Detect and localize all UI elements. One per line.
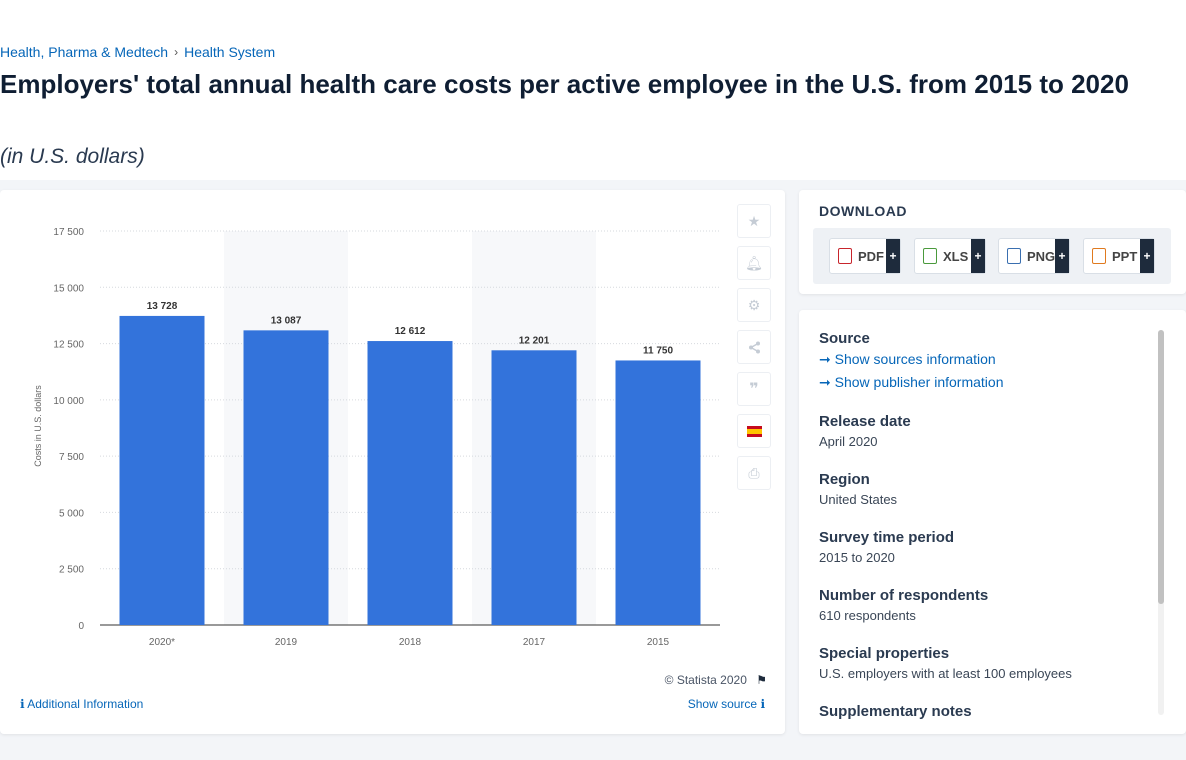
survey-period-value: 2015 to 2020	[819, 550, 895, 565]
xls-file-icon	[923, 248, 937, 264]
chart-card: 0 2 500 5 000 7 500 10 000 12 500 15 000 17 500…	[0, 190, 785, 734]
bar	[243, 330, 329, 625]
breadcrumb: Health, Pharma & Medtech › Health System	[0, 44, 275, 60]
supplementary-notes-heading: Supplementary notes	[819, 703, 972, 720]
plus-icon: +	[886, 239, 900, 273]
special-properties-value: U.S. employers with at least 100 employe…	[819, 666, 1072, 681]
special-properties-heading: Special properties	[819, 645, 950, 662]
download-pdf-label: PDF	[858, 248, 884, 264]
additional-information-link[interactable]: ℹ Additional Information	[20, 697, 143, 711]
breadcrumb-item-health-pharma[interactable]: Health, Pharma & Medtech	[0, 44, 169, 60]
ppt-file-icon	[1092, 248, 1106, 264]
bar-chart: 0 2 500 5 000 7 500 10 000 12 500 15 000 17 500…	[33, 227, 720, 648]
pdf-file-icon	[838, 248, 852, 264]
download-ppt-button[interactable]: PPT +	[1083, 238, 1155, 274]
bar	[119, 315, 205, 625]
y-tick-label: 17 500	[53, 227, 84, 238]
y-tick-label: 7 500	[59, 452, 84, 463]
show-publisher-label: Show publisher information	[834, 374, 1004, 390]
page-subtitle: (in U.S. dollars)	[0, 145, 145, 168]
x-tick-label: 2019	[275, 637, 298, 648]
y-tick-label: 2 500	[59, 565, 84, 576]
statistic-info-card: Source ➞ Show sources information ➞ Show…	[799, 310, 1186, 734]
download-xls-label: XLS	[943, 248, 969, 264]
region-heading: Region	[819, 471, 870, 488]
quote-icon[interactable]: ❞	[737, 372, 771, 406]
copyright-text: © Statista 2020	[664, 673, 747, 687]
y-tick-label: 15 000	[53, 283, 84, 294]
download-title: DOWNLOAD	[819, 203, 907, 219]
png-file-icon	[1007, 248, 1021, 264]
release-date-heading: Release date	[819, 413, 911, 430]
star-icon[interactable]: ★	[737, 204, 771, 238]
flag-icon[interactable]: ⚑	[756, 673, 767, 687]
show-sources-link[interactable]: ➞ Show sources information	[819, 351, 1149, 368]
show-source-label: Show source	[687, 697, 758, 711]
y-tick-label: 10 000	[53, 396, 84, 407]
y-tick-label: 12 500	[53, 340, 84, 351]
x-tick-label: 2020*	[149, 637, 175, 648]
arrow-right-icon: ➞	[819, 351, 831, 367]
show-publisher-link[interactable]: ➞ Show publisher information	[819, 374, 1149, 391]
data-label: 13 087	[271, 315, 302, 326]
respondents-heading: Number of respondents	[819, 587, 989, 604]
source-heading: Source	[819, 330, 870, 347]
bell-icon[interactable]: 🔔︎	[737, 246, 771, 280]
page-title: Employers' total annual health care cost…	[0, 69, 1129, 99]
bar	[615, 360, 701, 625]
download-card: DOWNLOAD PDF + XLS + PNG + PPT +	[799, 190, 1186, 294]
bar	[367, 341, 453, 625]
download-ppt-label: PPT	[1112, 248, 1138, 264]
bar	[491, 350, 577, 625]
download-png-label: PNG	[1027, 248, 1056, 264]
gear-icon[interactable]: ⚙	[737, 288, 771, 322]
data-label: 13 728	[147, 301, 178, 312]
scrollbar-thumb[interactable]	[1158, 330, 1164, 604]
info-scrollbar[interactable]	[1158, 330, 1164, 715]
copyright: © Statista 2020 ⚑	[665, 673, 767, 687]
chart-toolbar: ★ 🔔︎ ⚙ ❞ ⎙	[737, 204, 771, 498]
release-date-value: April 2020	[819, 434, 878, 449]
header-band	[0, 0, 1186, 180]
breadcrumb-separator-icon: ›	[174, 45, 179, 59]
info-list: Source ➞ Show sources information ➞ Show…	[819, 330, 1149, 724]
data-label: 11 750	[643, 345, 673, 356]
show-source-link[interactable]: Show source ℹ	[688, 697, 765, 711]
additional-information-label: Additional Information	[27, 697, 144, 711]
breadcrumb-item-health-system[interactable]: Health System	[184, 44, 276, 60]
arrow-right-icon: ➞	[819, 374, 831, 390]
respondents-value: 610 respondents	[819, 608, 916, 623]
x-tick-label: 2015	[647, 637, 670, 648]
x-tick-label: 2018	[399, 637, 422, 648]
download-strip: PDF + XLS + PNG + PPT +	[813, 228, 1171, 284]
share-icon[interactable]	[737, 330, 771, 364]
download-pdf-button[interactable]: PDF +	[829, 238, 901, 274]
survey-period-heading: Survey time period	[819, 529, 955, 546]
download-xls-button[interactable]: XLS +	[914, 238, 986, 274]
data-label: 12 201	[519, 335, 550, 346]
y-tick-label: 0	[78, 621, 84, 632]
download-png-button[interactable]: PNG +	[998, 238, 1070, 274]
region-value: United States	[819, 492, 898, 507]
plus-icon: +	[1055, 239, 1069, 273]
plus-icon: +	[971, 239, 985, 273]
y-tick-label: 5 000	[59, 508, 84, 519]
data-label: 12 612	[395, 326, 426, 337]
x-tick-label: 2017	[523, 637, 546, 648]
print-icon[interactable]: ⎙	[737, 456, 771, 490]
spain-flag-icon[interactable]	[737, 414, 771, 448]
plus-icon: +	[1140, 239, 1154, 273]
info-icon: ℹ	[20, 697, 25, 711]
show-sources-label: Show sources information	[834, 351, 996, 367]
y-axis-label: Costs in U.S. dollars	[33, 385, 43, 467]
info-icon: ℹ	[760, 697, 765, 711]
